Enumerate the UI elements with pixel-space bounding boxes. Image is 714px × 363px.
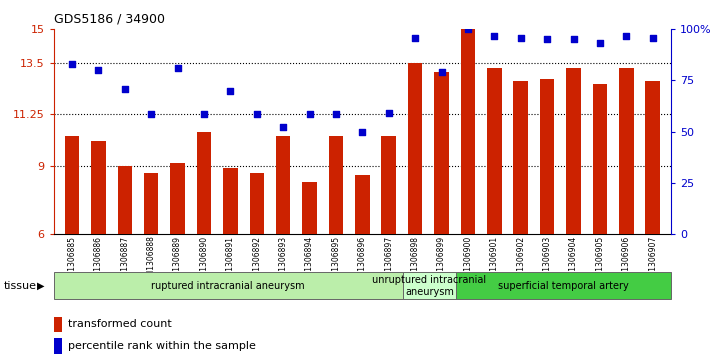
- Bar: [302, 182, 317, 234]
- Bar: [328, 136, 343, 234]
- Text: superficial temporal artery: superficial temporal artery: [498, 281, 629, 291]
- Bar: [223, 168, 238, 234]
- Point: [409, 35, 421, 41]
- Bar: [381, 136, 396, 234]
- Point: [304, 111, 316, 117]
- Bar: [276, 136, 291, 234]
- Bar: [487, 68, 501, 234]
- Bar: [540, 79, 554, 234]
- Bar: [171, 163, 185, 234]
- Bar: [118, 166, 132, 234]
- Point: [462, 26, 473, 32]
- Bar: [54, 317, 63, 332]
- Point: [172, 65, 183, 71]
- Bar: [54, 338, 63, 354]
- Point: [647, 35, 658, 41]
- Bar: [434, 72, 449, 234]
- FancyBboxPatch shape: [54, 272, 403, 299]
- Point: [594, 40, 605, 46]
- Text: unruptured intracranial
aneurysm: unruptured intracranial aneurysm: [373, 275, 486, 297]
- Text: ruptured intracranial aneurysm: ruptured intracranial aneurysm: [151, 281, 305, 291]
- Point: [278, 124, 289, 130]
- Bar: [249, 173, 264, 234]
- Point: [146, 111, 157, 117]
- Bar: [65, 136, 79, 234]
- Text: percentile rank within the sample: percentile rank within the sample: [68, 341, 256, 351]
- Point: [331, 111, 342, 117]
- Text: tissue: tissue: [4, 281, 36, 291]
- Bar: [91, 141, 106, 234]
- Point: [356, 129, 368, 134]
- Point: [436, 69, 447, 75]
- Bar: [461, 29, 476, 234]
- Bar: [645, 81, 660, 234]
- Point: [383, 110, 394, 116]
- Point: [198, 111, 210, 117]
- Point: [66, 61, 78, 67]
- Bar: [593, 84, 607, 234]
- Bar: [355, 175, 370, 234]
- Bar: [566, 68, 580, 234]
- Point: [225, 87, 236, 93]
- Text: ▶: ▶: [37, 281, 45, 291]
- FancyBboxPatch shape: [456, 272, 671, 299]
- Bar: [144, 173, 159, 234]
- Point: [251, 111, 263, 117]
- Bar: [197, 132, 211, 234]
- Point: [620, 33, 632, 39]
- Point: [93, 67, 104, 73]
- FancyBboxPatch shape: [403, 272, 456, 299]
- Point: [488, 33, 500, 39]
- Bar: [408, 63, 423, 234]
- Point: [119, 86, 131, 92]
- Bar: [513, 81, 528, 234]
- Bar: [619, 68, 633, 234]
- Text: transformed count: transformed count: [68, 319, 171, 329]
- Point: [515, 35, 526, 41]
- Point: [541, 36, 553, 42]
- Text: GDS5186 / 34900: GDS5186 / 34900: [54, 13, 164, 26]
- Point: [568, 36, 579, 42]
